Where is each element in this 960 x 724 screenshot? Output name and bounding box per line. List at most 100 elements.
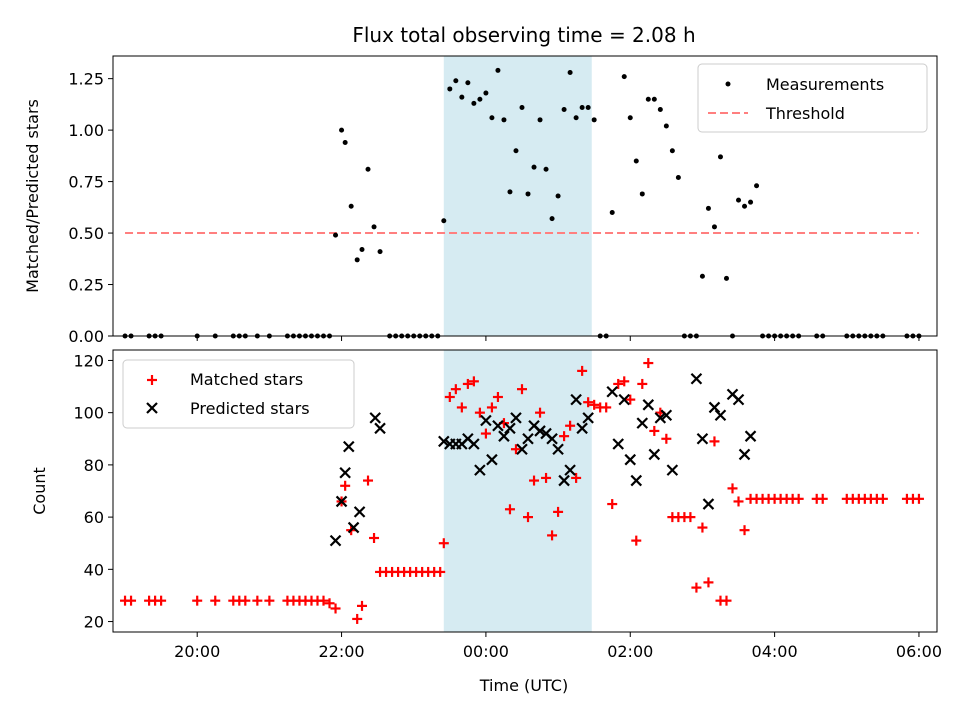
measurement-point: [669, 148, 675, 154]
measurement-point: [447, 86, 453, 92]
matched-star-point: [456, 402, 467, 413]
matched-star-point: [661, 433, 672, 444]
bottom-x-tick-label: 22:00: [319, 642, 365, 661]
matched-star-point: [631, 535, 642, 546]
bottom-panel: 20 40 60 80 100 120 20:00 22:00 00:00 02:00 04:00…: [30, 349, 942, 695]
bottom-legend-box: [122, 359, 355, 429]
top-y-tick-label: 1.00: [68, 121, 104, 140]
matched-star-point: [877, 493, 888, 504]
bottom-x-tick-label: 20:00: [174, 642, 220, 661]
matched-star-point: [210, 595, 221, 606]
matched-star-point: [516, 384, 527, 395]
matched-star-point: [480, 428, 491, 439]
predicted-star-point: [612, 438, 625, 450]
measurement-point: [501, 117, 507, 123]
matched-star-point: [450, 384, 461, 395]
measurement-point: [645, 96, 651, 102]
predicted-star-point: [570, 393, 582, 406]
predicted-star-point: [630, 474, 643, 487]
predicted-star-point: [618, 393, 631, 406]
predicted-star-point: [486, 453, 498, 466]
matched-star-point: [703, 577, 714, 588]
matched-star-point: [637, 378, 648, 389]
predicted-star-point: [347, 521, 360, 534]
legend-measurements-label: Measurements: [766, 75, 884, 94]
predicted-star-point: [552, 443, 564, 456]
measurement-point: [585, 104, 591, 110]
matched-star-point: [126, 595, 137, 606]
matched-star-point: [252, 595, 263, 606]
matched-star-point: [510, 444, 521, 455]
predicted-star-point: [744, 430, 757, 442]
matched-star-point: [330, 603, 341, 614]
top-chart-title: Flux total observing time = 2.08 h: [352, 23, 695, 47]
measurement-point: [483, 90, 489, 96]
matched-star-point: [352, 613, 363, 624]
predicted-star-point: [738, 448, 751, 461]
matched-star-point: [697, 522, 708, 533]
matched-star-point: [553, 506, 564, 517]
measurement-point: [651, 96, 657, 102]
matched-star-point: [565, 420, 576, 431]
bottom-y-ticks: 20 40 60 80 100 120: [73, 351, 113, 632]
matched-star-point: [601, 402, 612, 413]
measurement-point: [711, 224, 717, 230]
legend-measurements-marker: [725, 81, 731, 87]
predicted-star-point: [492, 419, 504, 432]
matched-star-point: [468, 376, 479, 387]
legend-threshold-label: Threshold: [765, 104, 845, 123]
measurement-point: [549, 216, 555, 222]
matched-stars-points: [120, 358, 924, 624]
top-legend-box: [697, 63, 928, 133]
predicted-star-point: [606, 385, 618, 398]
predicted-star-point: [510, 412, 522, 424]
bottom-y-tick-label: 40: [84, 560, 104, 579]
matched-star-point: [535, 407, 546, 418]
bottom-x-ticks: 20:00 22:00 00:00 02:00 04:00 06:00: [174, 632, 942, 661]
bottom-x-tick-label: 02:00: [607, 642, 653, 661]
predicted-star-point: [636, 417, 649, 429]
matched-star-point: [192, 595, 203, 606]
measurement-point: [354, 257, 360, 263]
measurement-point: [525, 191, 531, 197]
matched-star-point: [156, 595, 167, 606]
top-y-tick-label: 0.50: [68, 224, 104, 243]
measurement-point: [723, 275, 729, 281]
measurement-point: [748, 199, 754, 205]
matched-star-point: [486, 402, 497, 413]
top-plot-frame: [112, 55, 938, 337]
bottom-y-tick-label: 60: [84, 508, 104, 527]
measurement-point: [717, 154, 723, 160]
measurement-point: [453, 78, 459, 84]
matched-star-point: [817, 493, 828, 504]
bottom-x-tick-label: 06:00: [896, 642, 942, 661]
measurement-point: [477, 96, 483, 102]
matched-star-point: [438, 538, 449, 549]
predicted-star-point: [498, 430, 510, 442]
top-y-tick-label: 0.25: [68, 276, 104, 295]
measurement-point: [507, 189, 513, 195]
predicted-star-point: [474, 464, 486, 476]
matched-star-point: [613, 378, 624, 389]
matched-star-point: [571, 472, 582, 483]
predicted-star-point: [546, 432, 558, 445]
predicted-star-point: [335, 495, 348, 508]
predicted-star-point: [624, 453, 637, 466]
measurement-point: [633, 158, 639, 164]
top-y-axis-label: Matched/Predicted stars: [23, 99, 42, 293]
matched-star-point: [523, 512, 534, 523]
measurement-point: [609, 209, 615, 215]
measurement-point: [579, 104, 585, 110]
predicted-star-point: [576, 422, 588, 435]
matched-star-point: [474, 407, 485, 418]
measurement-point: [561, 107, 567, 113]
matched-star-point: [435, 566, 446, 577]
bottom-legend: Matched stars Predicted stars: [122, 359, 355, 429]
predicted-star-point: [558, 474, 570, 487]
matched-star-point: [369, 533, 380, 543]
matched-star-point: [444, 392, 455, 402]
measurement-point: [736, 197, 742, 203]
matched-star-point: [739, 525, 750, 536]
bottom-x-axis-label: Time (UTC): [479, 676, 568, 695]
